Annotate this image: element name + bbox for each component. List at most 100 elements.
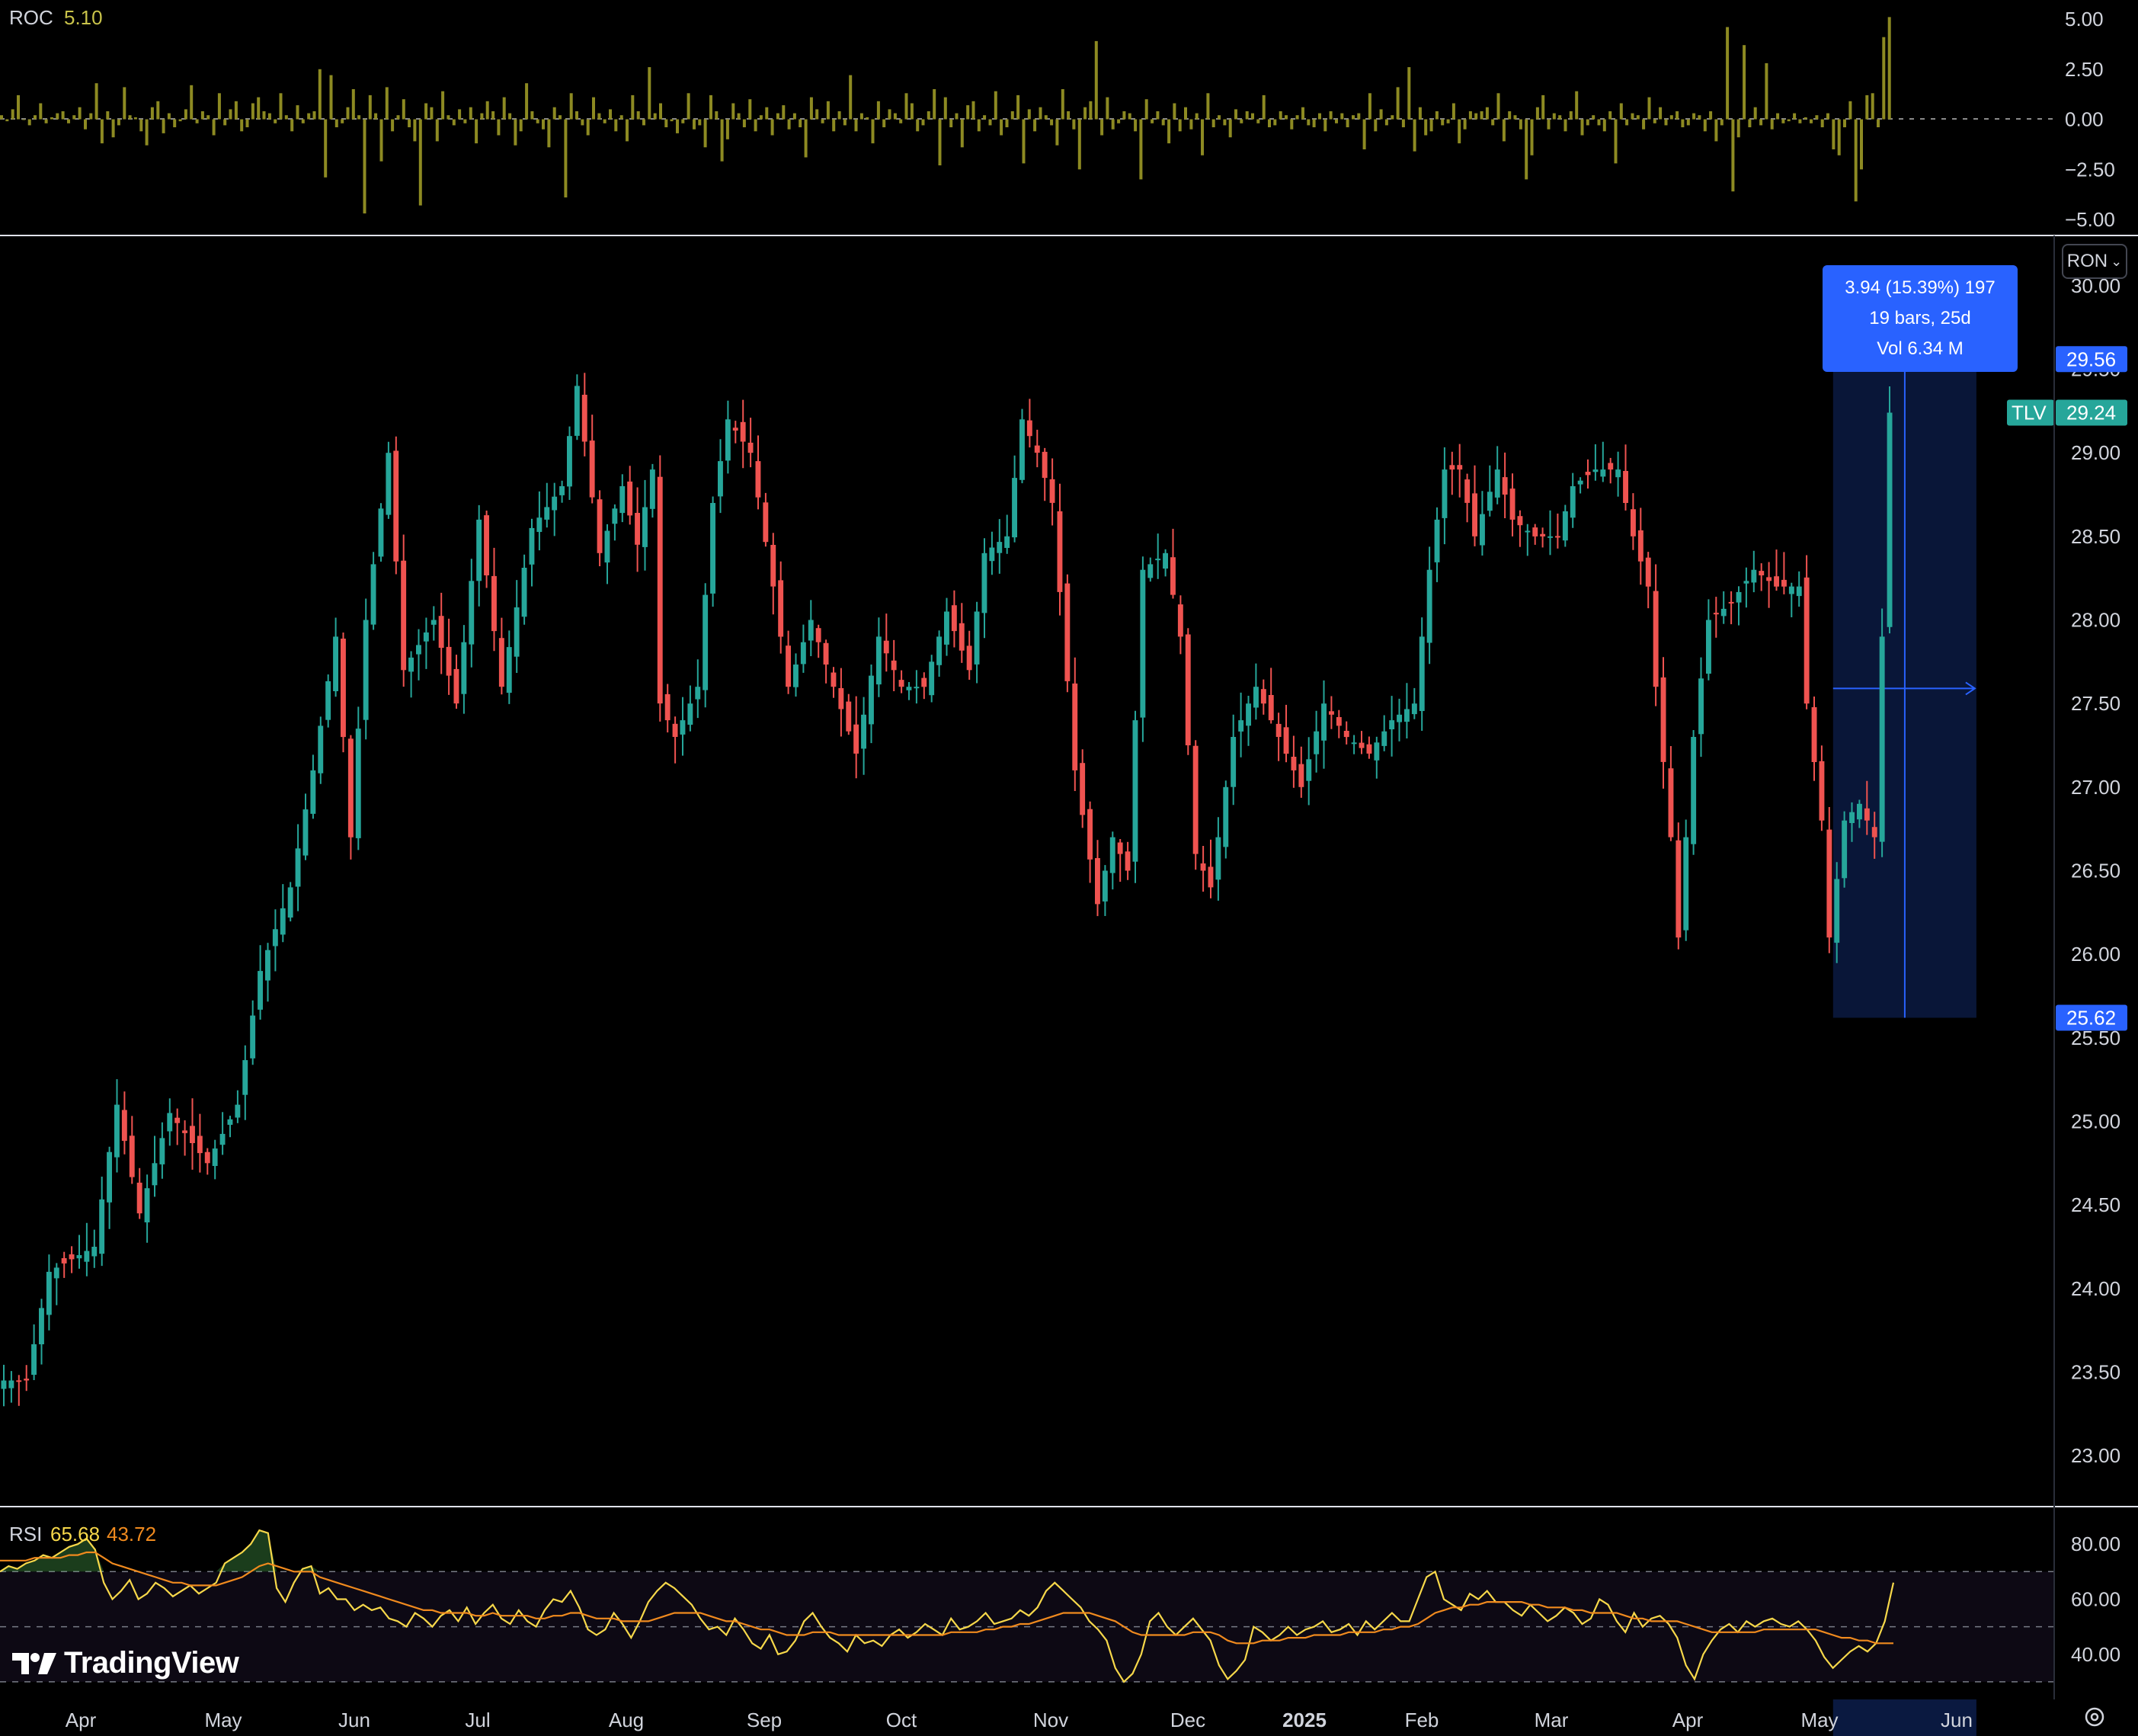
candle-body — [1268, 695, 1274, 721]
roc-bar — [1429, 119, 1433, 132]
candle-body — [219, 1133, 226, 1145]
roc-bar — [334, 119, 338, 127]
roc-bar — [1664, 119, 1668, 126]
roc-bar — [1563, 119, 1567, 132]
candle-body — [1472, 493, 1477, 536]
roc-bar — [1329, 111, 1333, 120]
rsi-series-line — [0, 1529, 1895, 1683]
candle-body — [755, 461, 761, 498]
roc-bar — [1268, 119, 1271, 127]
roc-bar — [731, 103, 735, 120]
roc-bar — [1318, 113, 1321, 120]
tradingview-brand: TradingView — [64, 1646, 239, 1680]
roc-bar — [1636, 115, 1640, 120]
candle-body — [1766, 577, 1772, 581]
candle-body — [121, 1110, 127, 1142]
candle-body — [341, 639, 346, 738]
candle-body — [1819, 761, 1825, 821]
candle-body — [235, 1104, 241, 1118]
roc-bar — [782, 105, 786, 120]
roc-bar — [821, 119, 824, 123]
roc-bar — [670, 119, 674, 122]
candle-body — [619, 486, 626, 514]
roc-bar — [1139, 119, 1143, 180]
roc-bar — [1681, 119, 1685, 127]
time-tick-label: Jul — [465, 1709, 490, 1731]
symbol-tag: TLV — [2012, 402, 2047, 424]
roc-bar — [67, 119, 70, 123]
roc-bar — [1569, 111, 1573, 120]
roc-bar — [1362, 119, 1366, 149]
roc-panel: ROC 5.10 5.00 2.50 0.00 −2.50 −5.00 — [0, 6, 2115, 231]
candle-body — [861, 714, 866, 749]
roc-bar — [859, 113, 863, 120]
roc-tick-label: −5.00 — [2065, 208, 2115, 231]
roc-bar — [1468, 111, 1472, 120]
candle-body — [1615, 469, 1621, 478]
roc-bar — [1251, 113, 1254, 120]
candle-body — [1057, 511, 1063, 592]
candle-body — [514, 607, 520, 657]
candle-body — [823, 642, 829, 665]
roc-bar — [408, 119, 411, 127]
candle-body — [1109, 837, 1115, 873]
candle-body — [1072, 683, 1078, 770]
roc-bar — [1228, 119, 1232, 138]
rsi-tick-label: 80.00 — [2071, 1533, 2120, 1555]
candle-body — [649, 469, 655, 509]
candle-body — [786, 645, 791, 687]
roc-bar — [1022, 119, 1026, 164]
candle-body — [959, 623, 965, 651]
roc-bar — [1659, 107, 1663, 120]
roc-bar — [329, 75, 333, 120]
roc-bar — [1352, 115, 1355, 120]
candle-body — [272, 929, 278, 946]
roc-bar — [167, 113, 171, 120]
roc-bar — [173, 119, 177, 127]
roc-bar — [1558, 115, 1562, 120]
price-tick-label: 28.50 — [2071, 525, 2120, 548]
chevron-down-icon: ⌄ — [2111, 253, 2123, 269]
candle-body — [1147, 564, 1154, 578]
candle-body — [1163, 553, 1168, 569]
roc-bar — [1804, 117, 1807, 120]
roc-bar — [742, 119, 746, 127]
candle-body — [567, 436, 572, 487]
roc-bar — [1826, 113, 1829, 120]
candle-body — [1080, 763, 1086, 815]
candle-body — [687, 703, 693, 725]
candle-body — [1291, 757, 1297, 770]
roc-bar — [497, 119, 501, 136]
measure-volume: Vol 6.34 M — [1877, 338, 1964, 359]
roc-bar — [27, 119, 31, 126]
roc-bar — [994, 91, 997, 120]
roc-bar — [1391, 115, 1394, 120]
candle-body — [1102, 870, 1108, 902]
tradingview-logo[interactable]: TradingView — [12, 1646, 239, 1680]
roc-bar — [514, 119, 517, 146]
currency-button[interactable]: RON ⌄ — [2062, 244, 2127, 279]
roc-bar — [145, 119, 149, 146]
roc-bar — [374, 113, 378, 120]
candle-body — [333, 636, 338, 691]
candle-body — [529, 527, 535, 565]
candle-body — [883, 640, 889, 654]
roc-bar — [815, 109, 819, 120]
candle-body — [838, 688, 844, 709]
candle-body — [1577, 480, 1583, 485]
time-axis[interactable]: Apr May Jun Jul Aug Sep Oct Nov Dec 2025 Feb Mar Apr… — [66, 1699, 1976, 1736]
candle-body — [1457, 465, 1463, 470]
roc-bar — [910, 103, 914, 120]
candle-body — [875, 636, 882, 685]
roc-bar — [882, 119, 886, 127]
roc-bar — [368, 94, 372, 120]
gear-icon[interactable] — [2082, 1704, 2108, 1730]
roc-bar — [1323, 119, 1327, 132]
roc-bar — [709, 94, 712, 120]
candle-body — [1238, 720, 1244, 732]
candle-body — [740, 421, 746, 442]
roc-bar — [698, 119, 702, 126]
roc-bar — [1161, 119, 1165, 126]
roc-bar — [1106, 97, 1109, 120]
